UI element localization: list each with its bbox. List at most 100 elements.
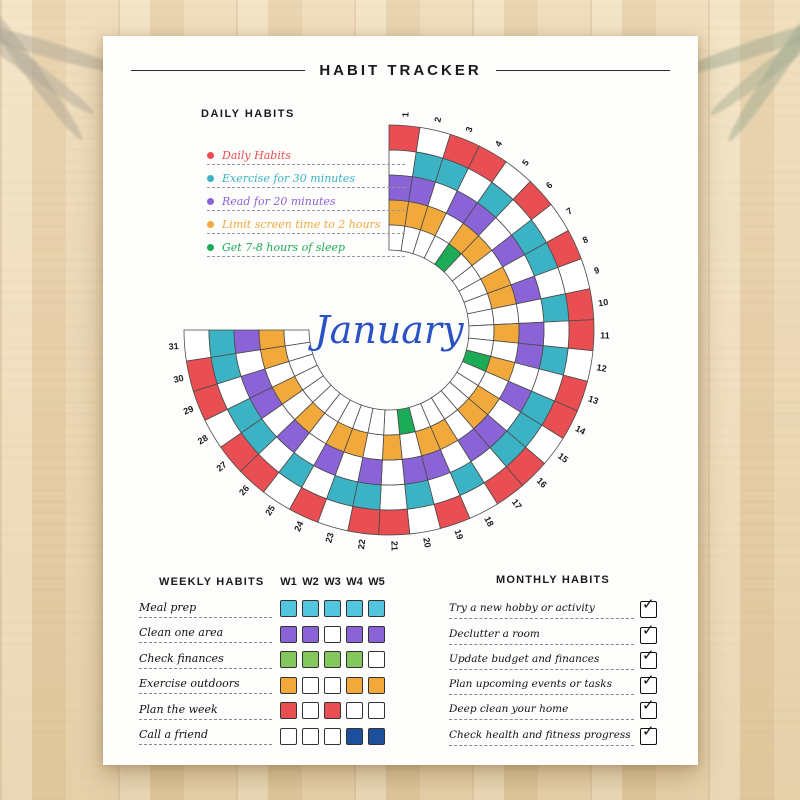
checkbox: ✓: [640, 671, 657, 695]
day-number: 19: [453, 528, 466, 541]
checkbox: ✓: [640, 722, 657, 745]
checkbox: ✓: [640, 696, 657, 720]
weekly-habit-row: Call a friend: [139, 724, 385, 750]
week-header: W4: [346, 576, 363, 588]
checkmark-icon: ✓: [642, 721, 655, 740]
weekly-section: WEEKLY HABITS W1 W2 W3 W4 W5 Meal prep Clean …: [139, 574, 385, 749]
monthly-habit-line: Plan upcoming events or tasks: [449, 674, 634, 696]
habit-cell-day-10-ring-2: [540, 293, 570, 323]
day-number: 16: [535, 476, 549, 490]
weekly-cell: [302, 676, 319, 694]
week-header: W3: [324, 576, 341, 588]
habit-cell-day-31-ring-5: [283, 329, 311, 347]
habit-cell-day-31-ring-2: [208, 329, 237, 358]
monthly-habit-line: Update budget and finances: [449, 649, 634, 670]
day-number: 8: [581, 234, 590, 245]
habit-color-dot: [207, 221, 214, 228]
habit-cell-day-31-ring-1: [183, 329, 212, 362]
habit-cell-day-21-ring-2: [379, 483, 408, 511]
day-number: 13: [587, 394, 600, 407]
weekly-cell: [280, 702, 297, 720]
habit-color-dot: [207, 244, 214, 251]
weekly-habit-label: Meal prep: [139, 601, 272, 618]
weekly-habit-label: Call a friend: [139, 728, 272, 745]
habit-cell-day-21-ring-4: [382, 434, 403, 461]
day-number: 27: [215, 459, 229, 473]
habit-cell-day-11-ring-3: [517, 321, 545, 347]
habit-cell-day-11-ring-4: [493, 323, 520, 344]
legend-item: Exercise for 30 minutes: [207, 170, 405, 188]
monthly-items: Try a new hobby or activity ✓ Declutter a …: [449, 595, 657, 748]
weekly-habit-row: Plan the week: [139, 698, 385, 724]
weekly-cell: [346, 600, 363, 618]
monthly-habit-label: Deep clean your home: [449, 703, 569, 716]
day-number: 10: [598, 297, 609, 308]
month-label: January: [307, 308, 464, 352]
header-rule-right: [495, 70, 671, 71]
day-number: 21: [389, 541, 399, 551]
day-number: 28: [196, 433, 210, 447]
weekly-cell: [368, 600, 385, 618]
habit-cell-day-11-ring-1: [567, 319, 595, 352]
monthly-habit-line: Deep clean your home: [449, 699, 634, 721]
checkbox: ✓: [640, 621, 657, 644]
weekly-cell: [346, 702, 363, 720]
habit-cell-day-21-ring-1: [378, 508, 411, 536]
day-number: 15: [556, 451, 570, 465]
day-number: 20: [421, 537, 433, 549]
day-number: 2: [432, 116, 443, 123]
day-number: 18: [482, 515, 496, 529]
day-number: 3: [464, 125, 475, 133]
habit-color-dot: [207, 175, 214, 182]
day-number: 1: [400, 112, 410, 118]
weekly-cells: [280, 727, 385, 745]
monthly-habit-line: Check health and fitness progress: [449, 725, 634, 746]
legend-label: Exercise for 30 minutes: [222, 172, 355, 185]
monthly-habit-row: Plan upcoming events or tasks ✓: [449, 671, 657, 697]
checkmark-icon: ✓: [642, 595, 655, 614]
habit-cell-day-10-ring-1: [564, 288, 595, 322]
day-number: 30: [173, 373, 185, 385]
weekly-habit-label: Check finances: [139, 652, 272, 669]
weekly-cells: [280, 651, 385, 669]
weekly-habit-row: Exercise outdoors: [139, 673, 385, 699]
weekly-cell: [346, 651, 363, 669]
weekly-cell: [368, 727, 385, 745]
weekly-cell: [324, 600, 341, 618]
monthly-habit-line: Declutter a room: [449, 624, 634, 645]
weekly-cell: [346, 727, 363, 745]
habit-cell-day-21-ring-5: [383, 409, 401, 436]
monthly-habit-row: Update budget and finances ✓: [449, 646, 657, 672]
checkbox: ✓: [640, 646, 657, 669]
header-rule-left: [131, 70, 306, 71]
monthly-habit-row: Check health and fitness progress ✓: [449, 722, 657, 747]
weekly-cell: [346, 676, 363, 694]
daily-legend: Daily Habits Exercise for 30 minutes Read …: [207, 147, 405, 262]
monthly-habit-line: Try a new hobby or activity: [449, 598, 634, 620]
weekly-habit-row: Clean one area: [139, 622, 385, 648]
legend-label: Limit screen time to 2 hours: [222, 218, 381, 231]
checkmark-icon: ✓: [642, 645, 655, 664]
weekly-habit-label: Exercise outdoors: [139, 677, 272, 694]
weekly-cell: [280, 625, 297, 643]
daily-habits-heading: DAILY HABITS: [201, 108, 295, 120]
day-number: 14: [574, 423, 588, 437]
weekly-habit-row: Check finances: [139, 647, 385, 673]
weekly-cell: [324, 727, 341, 745]
weekly-cells: [280, 600, 385, 618]
habit-cell-day-21-ring-3: [380, 458, 406, 486]
checkmark-icon: ✓: [642, 696, 655, 715]
habit-cell-day-31-ring-4: [258, 329, 286, 351]
day-number: 23: [323, 531, 335, 543]
weekly-cell: [302, 727, 319, 745]
weekly-cell: [302, 702, 319, 720]
day-number: 17: [510, 497, 524, 511]
day-number: 24: [292, 520, 305, 533]
legend-item: Daily Habits: [207, 147, 405, 165]
weekly-cell: [368, 651, 385, 669]
legend-label: Daily Habits: [222, 149, 291, 162]
week-header: W2: [302, 576, 319, 588]
weekly-cell: [280, 676, 297, 694]
legend-item: Get 7-8 hours of sleep: [207, 239, 405, 257]
legend-item: Read for 20 minutes: [207, 193, 405, 211]
